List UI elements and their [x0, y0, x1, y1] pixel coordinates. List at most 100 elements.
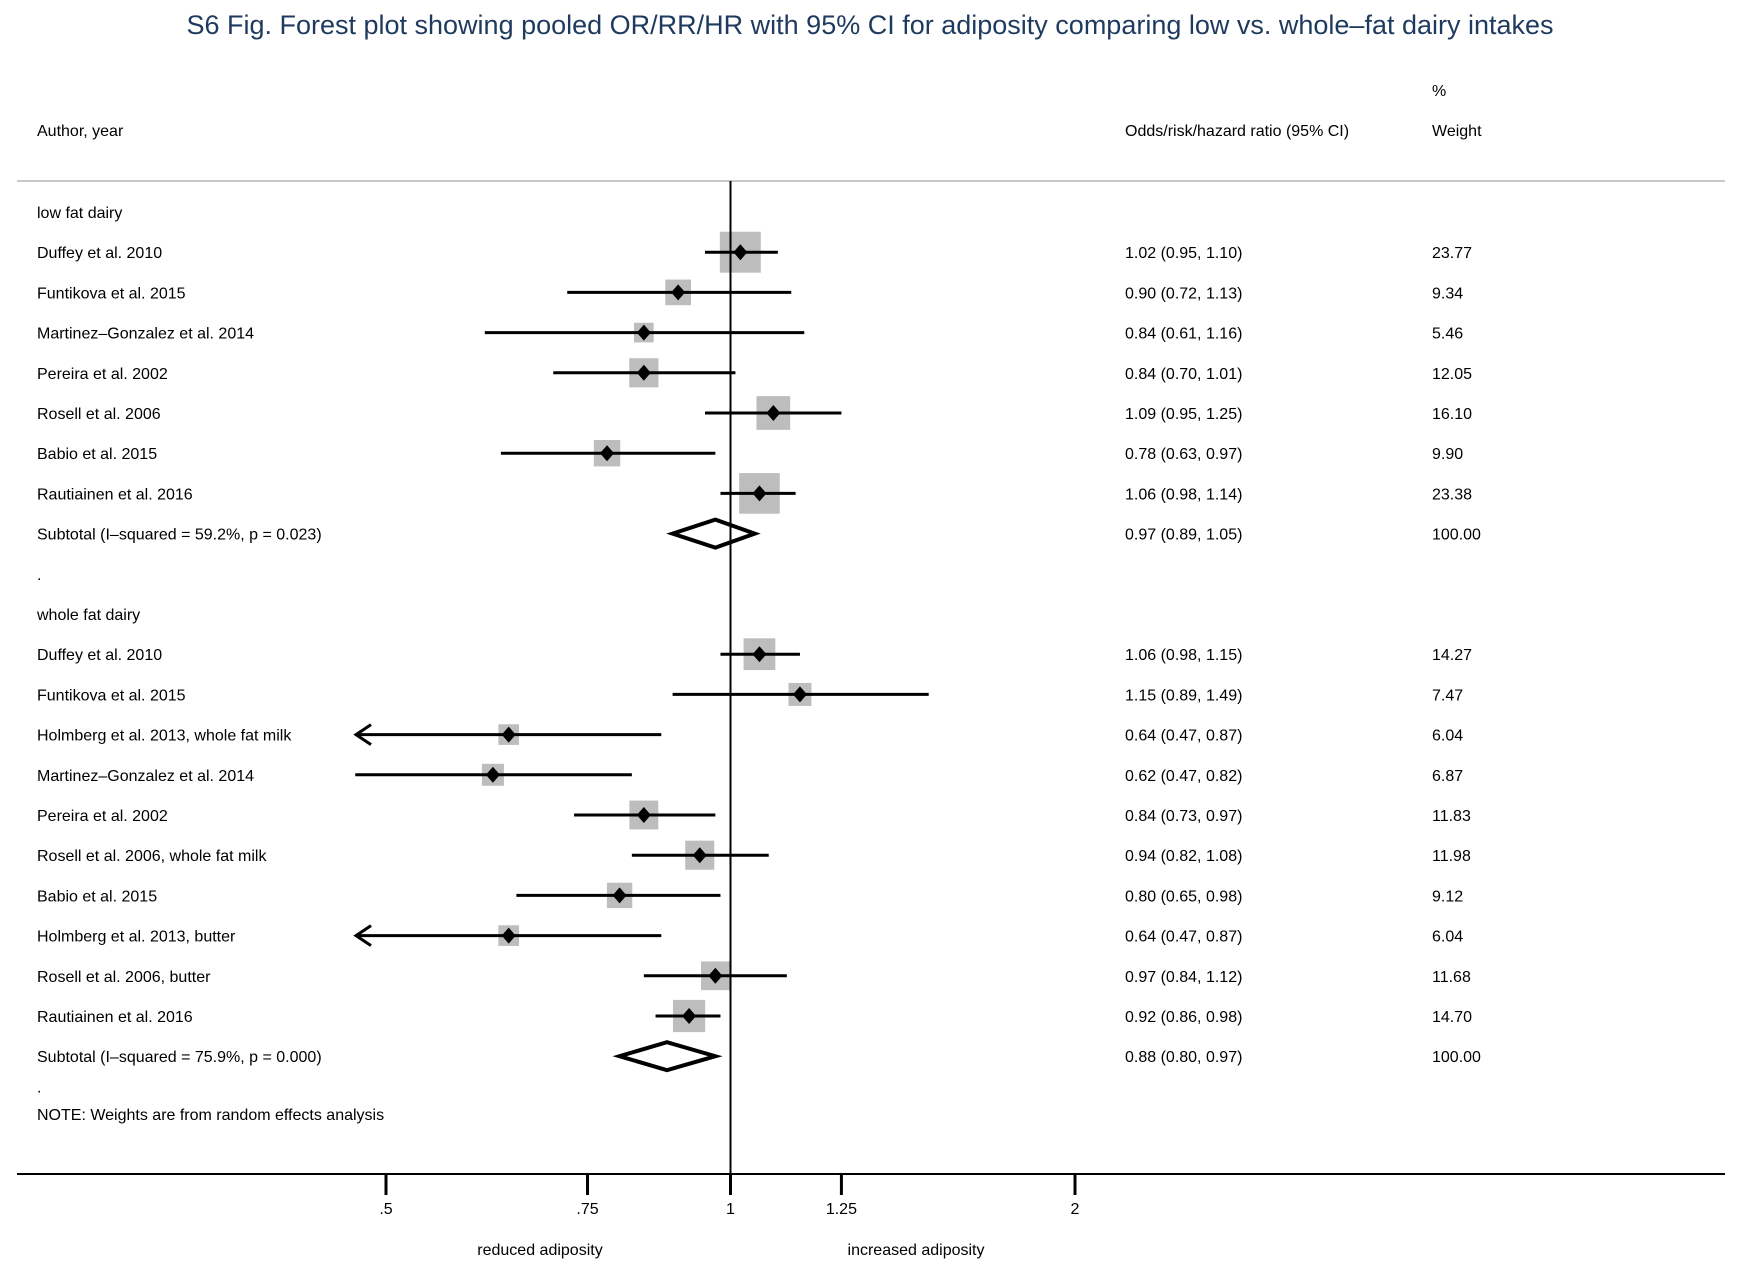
study-ci-text: 0.94 (0.82, 1.08) [1125, 848, 1242, 865]
study-weight-text: 9.90 [1432, 446, 1463, 463]
study-row: Holmberg et al. 2013, whole fat milk 0.64… [37, 723, 1463, 746]
point-estimate-marker [752, 646, 767, 663]
pooled-diamond [612, 1040, 723, 1073]
study-weight-text: 16.10 [1432, 406, 1472, 423]
study-label: Holmberg et al. 2013, butter [37, 929, 236, 946]
footnote: NOTE: Weights are from random effects an… [37, 1107, 384, 1124]
study-label: Babio et al. 2015 [37, 888, 157, 905]
study-label: Duffey et al. 2010 [37, 245, 162, 262]
subtotal-row: Subtotal (I–squared = 59.2%, p = 0.023) 0… [37, 517, 1481, 550]
study-row: Rosell et al. 2006 1.09 (0.95, 1.25) 16.10 [37, 396, 1472, 430]
study-weight-text: 23.38 [1432, 486, 1472, 503]
study-ci-text: 0.62 (0.47, 0.82) [1125, 768, 1242, 785]
point-estimate-marker [682, 1008, 697, 1024]
study-ci-text: 0.92 (0.86, 0.98) [1125, 1009, 1242, 1026]
point-estimate-marker [692, 847, 707, 864]
point-estimate-marker [636, 807, 651, 823]
study-label: Funtikova et al. 2015 [37, 285, 186, 302]
study-ci-text: 0.90 (0.72, 1.13) [1125, 285, 1242, 302]
subtotal-weight-text: 100.00 [1432, 527, 1481, 544]
study-label: Pereira et al. 2002 [37, 366, 168, 383]
subtotal-weight-text: 100.00 [1432, 1049, 1481, 1066]
study-label: Babio et al. 2015 [37, 446, 157, 463]
study-row: Rautiainen et al. 2016 0.92 (0.86, 0.98) 1… [37, 999, 1472, 1033]
study-row: Duffey et al. 2010 1.06 (0.98, 1.15) 14.27 [37, 638, 1472, 671]
study-ci-text: 0.84 (0.61, 1.16) [1125, 326, 1242, 343]
subtotal-row: Subtotal (I–squared = 75.9%, p = 0.000) 0… [37, 1040, 1481, 1073]
group-label: low fat dairy [37, 205, 122, 222]
axis-label-right: increased adiposity [848, 1242, 985, 1259]
point-estimate-marker [600, 445, 615, 462]
x-tick-label: .5 [379, 1201, 392, 1218]
header-weight: Weight [1432, 123, 1482, 140]
point-estimate-marker [501, 726, 516, 743]
study-ci-text: 1.02 (0.95, 1.10) [1125, 245, 1242, 262]
study-weight-text: 14.70 [1432, 1009, 1472, 1026]
point-estimate-marker [766, 405, 781, 421]
study-label: Holmberg et al. 2013, whole fat milk [37, 728, 292, 745]
study-row: Babio et al. 2015 0.80 (0.65, 0.98) 9.12 [37, 882, 1463, 909]
study-ci-text: 0.97 (0.84, 1.12) [1125, 969, 1242, 986]
study-ci-text: 0.80 (0.65, 0.98) [1125, 888, 1242, 905]
header-author: Author, year [37, 123, 124, 140]
study-weight-text: 11.83 [1432, 808, 1471, 825]
point-estimate-marker [636, 324, 651, 341]
header-effect: Odds/risk/hazard ratio (95% CI) [1125, 123, 1349, 140]
study-row: Rosell et al. 2006, butter 0.97 (0.84, 1.… [37, 961, 1471, 991]
study-label: Rosell et al. 2006, butter [37, 969, 211, 986]
study-row: Duffey et al. 2010 1.02 (0.95, 1.10) 23.77 [37, 231, 1472, 273]
point-estimate-marker [501, 927, 516, 944]
study-ci-text: 1.06 (0.98, 1.15) [1125, 647, 1242, 664]
ci-truncation-arrow [353, 924, 372, 947]
study-weight-text: 9.34 [1432, 285, 1463, 302]
chart-title: S6 Fig. Forest plot showing pooled OR/RR… [186, 10, 1553, 40]
study-label: Rosell et al. 2006, whole fat milk [37, 848, 267, 865]
study-weight-text: 5.46 [1432, 326, 1463, 343]
study-weight-text: 6.04 [1432, 728, 1463, 745]
study-row: Holmberg et al. 2013, butter 0.64 (0.47, … [37, 924, 1463, 947]
study-ci-text: 1.15 (0.89, 1.49) [1125, 687, 1242, 704]
study-ci-text: 0.64 (0.47, 0.87) [1125, 929, 1242, 946]
subtotal-ci-text: 0.88 (0.80, 0.97) [1125, 1049, 1242, 1066]
study-label: Martinez–Gonzalez et al. 2014 [37, 768, 254, 785]
x-tick-label: 1 [726, 1201, 735, 1218]
study-label: Duffey et al. 2010 [37, 647, 162, 664]
study-weight-text: 11.98 [1432, 848, 1471, 865]
separator-dot: . [37, 1079, 41, 1096]
study-ci-text: 0.84 (0.73, 0.97) [1125, 808, 1242, 825]
study-row: Rautiainen et al. 2016 1.06 (0.98, 1.14) 2… [37, 473, 1472, 514]
pooled-diamond [666, 517, 761, 550]
x-tick-label: 1.25 [826, 1201, 857, 1218]
study-ci-text: 0.84 (0.70, 1.01) [1125, 366, 1242, 383]
study-row: Rosell et al. 2006, whole fat milk 0.94 (… [37, 840, 1471, 870]
study-row: Funtikova et al. 2015 1.15 (0.89, 1.49) 7.… [37, 682, 1463, 706]
point-estimate-marker [752, 485, 767, 502]
study-label: Rosell et al. 2006 [37, 406, 161, 423]
separator-dot: . [37, 567, 41, 584]
study-row: Babio et al. 2015 0.78 (0.63, 0.97) 9.90 [37, 439, 1463, 467]
study-label: Funtikova et al. 2015 [37, 687, 186, 704]
group-label: whole fat dairy [36, 607, 140, 624]
study-ci-text: 0.78 (0.63, 0.97) [1125, 446, 1242, 463]
point-estimate-marker [612, 887, 627, 904]
study-ci-text: 1.06 (0.98, 1.14) [1125, 486, 1242, 503]
study-ci-text: 1.09 (0.95, 1.25) [1125, 406, 1242, 423]
subtotal-label: Subtotal (I–squared = 75.9%, p = 0.000) [37, 1049, 322, 1066]
study-row: Martinez–Gonzalez et al. 2014 0.84 (0.61,… [37, 322, 1463, 343]
study-label: Rautiainen et al. 2016 [37, 1009, 193, 1026]
study-label: Pereira et al. 2002 [37, 808, 168, 825]
subtotal-label: Subtotal (I–squared = 59.2%, p = 0.023) [37, 527, 322, 544]
x-tick-label: .75 [576, 1201, 598, 1218]
study-weight-text: 11.68 [1432, 969, 1471, 986]
point-estimate-marker [485, 766, 500, 783]
header-weight-percent: % [1432, 83, 1446, 100]
subtotal-ci-text: 0.97 (0.89, 1.05) [1125, 527, 1242, 544]
study-weight-text: 7.47 [1432, 687, 1463, 704]
forest-rows: low fat dairy Duffey et al. 2010 1.02 (0.9… [36, 205, 1481, 1096]
axis-label-left: reduced adiposity [477, 1242, 602, 1259]
study-weight-text: 9.12 [1432, 888, 1463, 905]
point-estimate-marker [733, 244, 748, 261]
study-label: Rautiainen et al. 2016 [37, 486, 193, 503]
point-estimate-marker [671, 284, 686, 301]
point-estimate-marker [636, 364, 651, 381]
